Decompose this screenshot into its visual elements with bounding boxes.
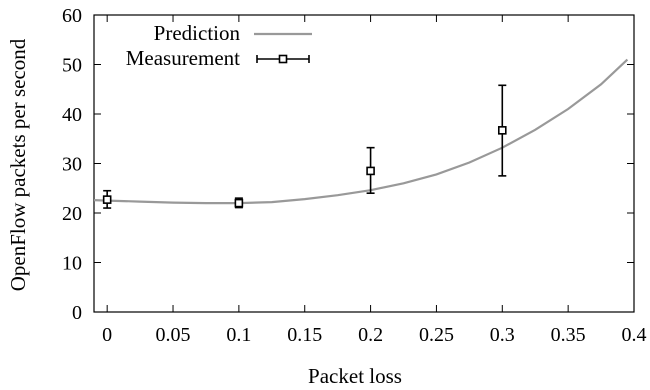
x-tick-label: 0.25 <box>419 324 454 346</box>
y-axis-title: OpenFlow packets per second <box>6 38 30 291</box>
measurement-point <box>366 166 375 176</box>
x-axis-title: Packet loss <box>308 364 402 388</box>
legend-swatch-marker <box>278 54 288 64</box>
y-tick-label: 10 <box>62 253 82 275</box>
legend-label-prediction: Prediction <box>154 21 241 45</box>
measurement-point <box>102 195 112 204</box>
x-tick-label: 0.4 <box>622 324 647 346</box>
x-tick-label: 0.15 <box>287 324 322 346</box>
x-tick-label: 0.2 <box>358 324 383 346</box>
measurement-point <box>497 126 507 135</box>
y-tick-label: 50 <box>62 55 82 77</box>
legend-label-measurement: Measurement <box>126 46 240 70</box>
x-tick-label: 0 <box>102 324 112 346</box>
y-tick-label: 0 <box>72 302 82 324</box>
prediction-line <box>93 58 629 205</box>
x-tick-label: 0.05 <box>156 324 191 346</box>
axis-ticks: 0 0.05 0.1 0.15 0.2 0.25 0.3 0.35 0.4 0 10 20 30 40 50… <box>62 5 647 346</box>
measurement-point <box>234 198 244 208</box>
prediction-series <box>93 58 629 205</box>
y-tick-label: 60 <box>62 5 82 27</box>
y-tick-label: 30 <box>62 154 82 176</box>
y-tick-label: 20 <box>62 203 82 225</box>
x-tick-label: 0.1 <box>226 324 251 346</box>
y-tick-label: 40 <box>62 104 82 126</box>
measurement-series <box>102 84 507 209</box>
x-tick-label: 0.3 <box>490 324 515 346</box>
x-tick-label: 0.35 <box>551 324 586 346</box>
